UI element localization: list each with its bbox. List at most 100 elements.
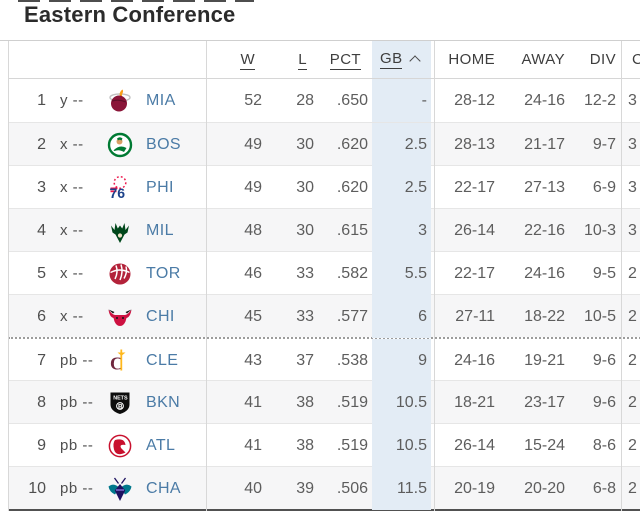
away-record-cell: 18-22	[524, 307, 565, 325]
pct-cell: .620	[336, 135, 368, 153]
conference-record-cell: 3	[628, 91, 637, 109]
team-logo-cell: NETS B	[103, 390, 136, 416]
header-home[interactable]: HOME	[435, 51, 500, 68]
clinch-cell: x --	[60, 265, 84, 282]
team-abbr-link[interactable]: BKN	[146, 393, 181, 411]
standings-row: 5 x -- TOR 46 33 .582 5.5 22-17 24-16 9-5 2	[8, 251, 640, 295]
team-cell: BOS	[136, 136, 206, 154]
milwaukee-bucks-logo-icon	[107, 218, 133, 244]
rank-cell: 3	[37, 178, 46, 196]
team-cell: BKN	[136, 394, 206, 412]
team-abbr-link[interactable]: CHI	[146, 307, 175, 325]
boston-celtics-logo-icon	[107, 132, 133, 158]
clinch-cell: x --	[60, 308, 84, 325]
away-record-cell: 19-21	[524, 351, 565, 369]
division-record-cell: 9-6	[592, 351, 616, 369]
losses-cell: 37	[296, 351, 314, 369]
standings-row: 3 x -- 76 PHI 49 30 .620 2.5 22-17 27-13 6-9 3	[8, 165, 640, 209]
home-record-cell: 27-11	[455, 307, 495, 325]
home-record-cell: 20-19	[454, 479, 495, 497]
rank-cell: 7	[37, 351, 46, 369]
home-record-cell: 26-14	[454, 221, 495, 239]
losses-cell: 33	[296, 307, 314, 325]
wins-cell: 52	[244, 91, 262, 109]
pct-cell: .650	[336, 91, 368, 109]
losses-cell: 33	[296, 264, 314, 282]
rank-cell: 1	[37, 91, 46, 109]
clinch-cell: x --	[60, 179, 84, 196]
wins-cell: 40	[244, 479, 262, 497]
gb-cell: 5.5	[372, 252, 431, 295]
away-record-cell: 24-16	[524, 91, 565, 109]
division-record-cell: 9-6	[592, 393, 616, 411]
conference-record-cell: 2	[628, 393, 637, 411]
standings-row: 1 y -- MIA 52 28 .650- 28-12 24-16 12-2 3	[8, 79, 640, 122]
team-logo-cell	[103, 304, 136, 330]
pct-cell: .519	[336, 393, 368, 411]
away-record-cell: 27-13	[524, 178, 565, 196]
team-cell: CHA	[136, 480, 206, 498]
team-cell: TOR	[136, 265, 206, 283]
team-cell: MIA	[136, 92, 206, 110]
team-logo-cell	[103, 433, 136, 459]
rank-cell: 10	[28, 479, 46, 497]
header-gb[interactable]: GB	[372, 41, 431, 78]
away-record-cell: 15-24	[524, 436, 565, 454]
division-record-cell: 9-7	[592, 135, 616, 153]
team-abbr-link[interactable]: ATL	[146, 436, 176, 454]
pct-cell: .506	[336, 479, 368, 497]
header-conf[interactable]: C	[621, 51, 640, 68]
team-abbr-link[interactable]: PHI	[146, 178, 174, 196]
pct-cell: .620	[336, 178, 368, 196]
team-logo-cell	[103, 88, 136, 114]
clinch-cell: y --	[60, 92, 84, 109]
header-l[interactable]: L	[266, 51, 318, 70]
header-pct[interactable]: PCT	[318, 51, 372, 70]
standings-header-row: W L PCT GB HOME AWAY DIV C	[8, 41, 640, 79]
header-div-label: DIV	[589, 51, 616, 68]
header-pct-label: PCT	[329, 51, 361, 70]
standings-row: 8 pb -- NETS B BKN 41 38 .519 10.5 18-21 23-17 9-6 2	[8, 380, 640, 424]
rank-cell: 2	[37, 135, 46, 153]
team-abbr-link[interactable]: CLE	[146, 351, 179, 369]
losses-cell: 30	[296, 178, 314, 196]
team-abbr-link[interactable]: TOR	[146, 264, 181, 282]
gb-cell: 9	[372, 339, 431, 382]
team-abbr-link[interactable]: MIA	[146, 91, 176, 109]
home-record-cell: 24-16	[454, 351, 495, 369]
losses-cell: 30	[296, 221, 314, 239]
miami-heat-logo-icon	[107, 88, 133, 114]
header-w-label: W	[240, 51, 255, 70]
rank-cell: 9	[37, 436, 46, 454]
team-abbr-link[interactable]: BOS	[146, 135, 181, 153]
losses-cell: 38	[296, 393, 314, 411]
conference-record-cell: 2	[628, 307, 637, 325]
team-abbr-link[interactable]: MIL	[146, 221, 174, 239]
standings-row: 2 x -- BOS 49 30 .620 2.5 28-13 21-17 9-7 3	[8, 122, 640, 166]
philadelphia-76ers-logo-icon: 76	[107, 175, 133, 201]
header-conf-label: C	[632, 51, 640, 68]
header-w[interactable]: W	[206, 51, 266, 70]
conference-record-cell: 3	[628, 221, 637, 239]
wins-cell: 43	[244, 351, 262, 369]
division-record-cell: 12-2	[583, 91, 616, 109]
team-abbr-link[interactable]: CHA	[146, 479, 181, 497]
gb-cell: 11.5	[372, 467, 431, 510]
atlanta-hawks-logo-icon	[107, 433, 133, 459]
header-away[interactable]: AWAY	[500, 51, 570, 68]
pct-cell: .582	[336, 264, 368, 282]
standings-row: 7 pb -- C CLE 43 37 .538 9 24-16 19-21 9-6 2	[8, 337, 640, 382]
team-logo-cell	[103, 132, 136, 158]
away-record-cell: 23-17	[524, 393, 565, 411]
team-logo-cell	[103, 261, 136, 287]
rank-cell: 6	[37, 307, 46, 325]
header-div[interactable]: DIV	[570, 51, 621, 68]
conference-record-cell: 2	[628, 479, 637, 497]
team-cell: CHI	[136, 308, 206, 326]
svg-text:NETS: NETS	[113, 395, 128, 401]
away-record-cell: 21-17	[524, 135, 565, 153]
